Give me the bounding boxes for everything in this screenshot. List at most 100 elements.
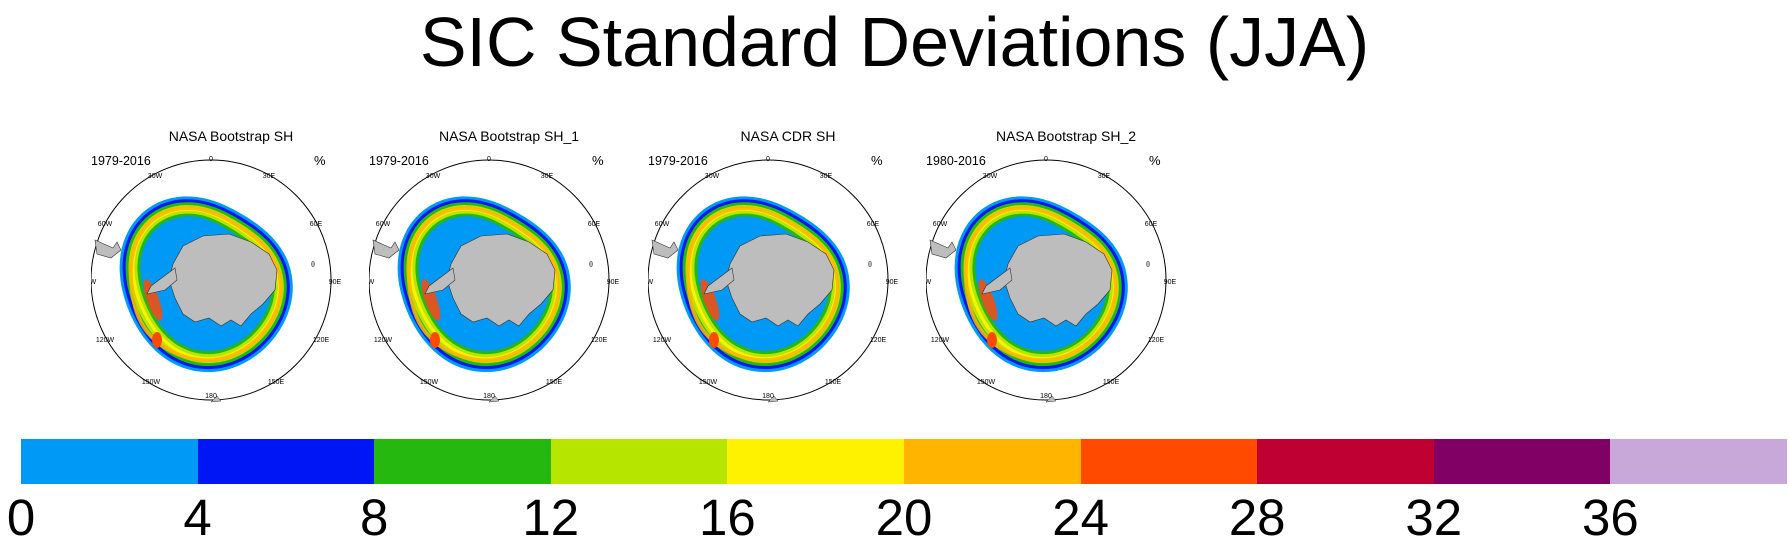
- colorbar-tick-label: 24: [1052, 489, 1109, 546]
- antarctic-peninsula: [703, 267, 735, 295]
- south-america-landmass: [94, 239, 122, 259]
- map-panel-2: NASA Bootstrap SH_1 1979-2016 % 0 30E 60E 9…: [369, 118, 649, 408]
- sic-max-variability-spot: [700, 279, 720, 321]
- panel-units: %: [1149, 153, 1161, 168]
- panel-units: %: [314, 153, 326, 168]
- longitude-label: 30E: [820, 173, 833, 180]
- longitude-label: 0: [1044, 156, 1048, 163]
- panel-units: %: [592, 153, 604, 168]
- island: [868, 260, 872, 268]
- colorbar-tick-label: 36: [1582, 489, 1639, 546]
- longitude-label: 90W: [926, 279, 932, 286]
- longitude-label: 120E: [1148, 337, 1165, 344]
- panel-title: NASA Bootstrap SH: [168, 128, 294, 144]
- longitude-label: 150W: [142, 379, 161, 386]
- colorbar-tick-label: 8: [360, 489, 389, 546]
- longitude-label: 180: [483, 393, 495, 400]
- colorbar-box: [904, 439, 1082, 484]
- longitude-label: 180: [1040, 393, 1052, 400]
- longitude-label: 30E: [541, 173, 554, 180]
- longitude-label: 150E: [825, 379, 842, 386]
- colorbar-box: [374, 439, 552, 484]
- longitude-label: 60E: [1145, 221, 1158, 228]
- longitude-label: 60E: [588, 221, 601, 228]
- panel-years: 1979-2016: [648, 154, 708, 168]
- longitude-label: 0: [209, 156, 213, 163]
- sic-max-variability-spot: [143, 279, 163, 321]
- colorbar-box: [1610, 439, 1788, 484]
- longitude-label: 90W: [648, 279, 654, 286]
- new-zealand-landmass: [488, 395, 500, 403]
- longitude-label: 30W: [426, 173, 441, 180]
- new-zealand-landmass: [767, 395, 779, 403]
- island: [311, 260, 315, 268]
- map-panel-4: NASA Bootstrap SH_2 1980-2016 % 0 30E 60E 9…: [926, 118, 1206, 408]
- island: [1146, 260, 1150, 268]
- longitude-label: 90E: [1164, 279, 1177, 286]
- colorbar-box: [21, 439, 199, 484]
- longitude-label: 150E: [268, 379, 285, 386]
- longitude-label: 0: [487, 156, 491, 163]
- longitude-label: 60W: [655, 221, 670, 228]
- longitude-label: 30E: [1098, 173, 1111, 180]
- sic-high-variability-band: [128, 205, 283, 363]
- longitude-label: 30W: [148, 173, 163, 180]
- longitude-label: 150E: [546, 379, 563, 386]
- sic-max-variability-spot: [430, 332, 440, 348]
- longitude-label: 90W: [91, 279, 97, 286]
- longitude-label: 60W: [376, 221, 391, 228]
- sic-high-variability-band: [406, 205, 561, 363]
- colorbar: [21, 439, 1788, 484]
- polar-stereographic-map: 0 30E 60E 90E 120E 150E 180 150W 120W 90W 60W 30W: [926, 156, 1177, 403]
- polar-stereographic-map: 0 30E 60E 90E 120E 150E 180 150W 120W 90W 60W 30W: [91, 156, 342, 403]
- longitude-label: 150W: [977, 379, 996, 386]
- longitude-label: 120E: [870, 337, 887, 344]
- longitude-label: 120W: [931, 337, 950, 344]
- map-panel-3: NASA CDR SH 1979-2016 % 0 30E 60E 90E 120E 15…: [648, 118, 928, 408]
- longitude-label: 150W: [699, 379, 718, 386]
- antarctic-peninsula: [424, 267, 456, 295]
- longitude-label: 0: [766, 156, 770, 163]
- colorbar-tick-label: 16: [699, 489, 756, 546]
- sic-max-variability-spot: [152, 332, 162, 348]
- longitude-label: 150E: [1103, 379, 1120, 386]
- island: [589, 260, 593, 268]
- antarctica-landmass: [1003, 233, 1113, 327]
- longitude-label: 150W: [420, 379, 439, 386]
- longitude-label: 120E: [313, 337, 330, 344]
- longitude-label: 30E: [263, 173, 276, 180]
- south-america-landmass: [372, 239, 400, 259]
- longitude-label: 120W: [374, 337, 393, 344]
- longitude-label: 60E: [867, 221, 880, 228]
- sic-max-variability-spot: [709, 332, 719, 348]
- colorbar-box: [727, 439, 905, 484]
- antarctic-peninsula: [146, 267, 178, 295]
- new-zealand-landmass: [1045, 395, 1057, 403]
- antarctica-landmass: [446, 233, 556, 327]
- sic-high-variability-band: [963, 205, 1118, 363]
- south-america-landmass: [651, 239, 679, 259]
- panel-years: 1979-2016: [369, 154, 429, 168]
- colorbar-box: [1257, 439, 1435, 484]
- longitude-label: 90W: [369, 279, 375, 286]
- sic-max-variability-spot: [421, 279, 441, 321]
- panel-title: NASA CDR SH: [740, 128, 836, 144]
- longitude-label: 60W: [933, 221, 948, 228]
- longitude-label: 120W: [96, 337, 115, 344]
- sic-high-variability-band: [685, 205, 840, 363]
- antarctica-landmass: [168, 233, 278, 327]
- longitude-label: 30W: [983, 173, 998, 180]
- longitude-label: 90E: [329, 279, 342, 286]
- longitude-label: 180: [205, 393, 217, 400]
- longitude-label: 30W: [705, 173, 720, 180]
- colorbar-tick-label: 4: [183, 489, 212, 546]
- longitude-label: 120W: [653, 337, 672, 344]
- longitude-label: 90E: [886, 279, 899, 286]
- map-panel-1: NASA Bootstrap SH 1979-2016 % 0 30E 60E 90E…: [91, 118, 371, 408]
- colorbar-box: [550, 439, 728, 484]
- longitude-label: 180: [762, 393, 774, 400]
- longitude-label: 90E: [607, 279, 620, 286]
- longitude-label: 120E: [591, 337, 608, 344]
- longitude-label: 60W: [98, 221, 113, 228]
- south-america-landmass: [929, 239, 957, 259]
